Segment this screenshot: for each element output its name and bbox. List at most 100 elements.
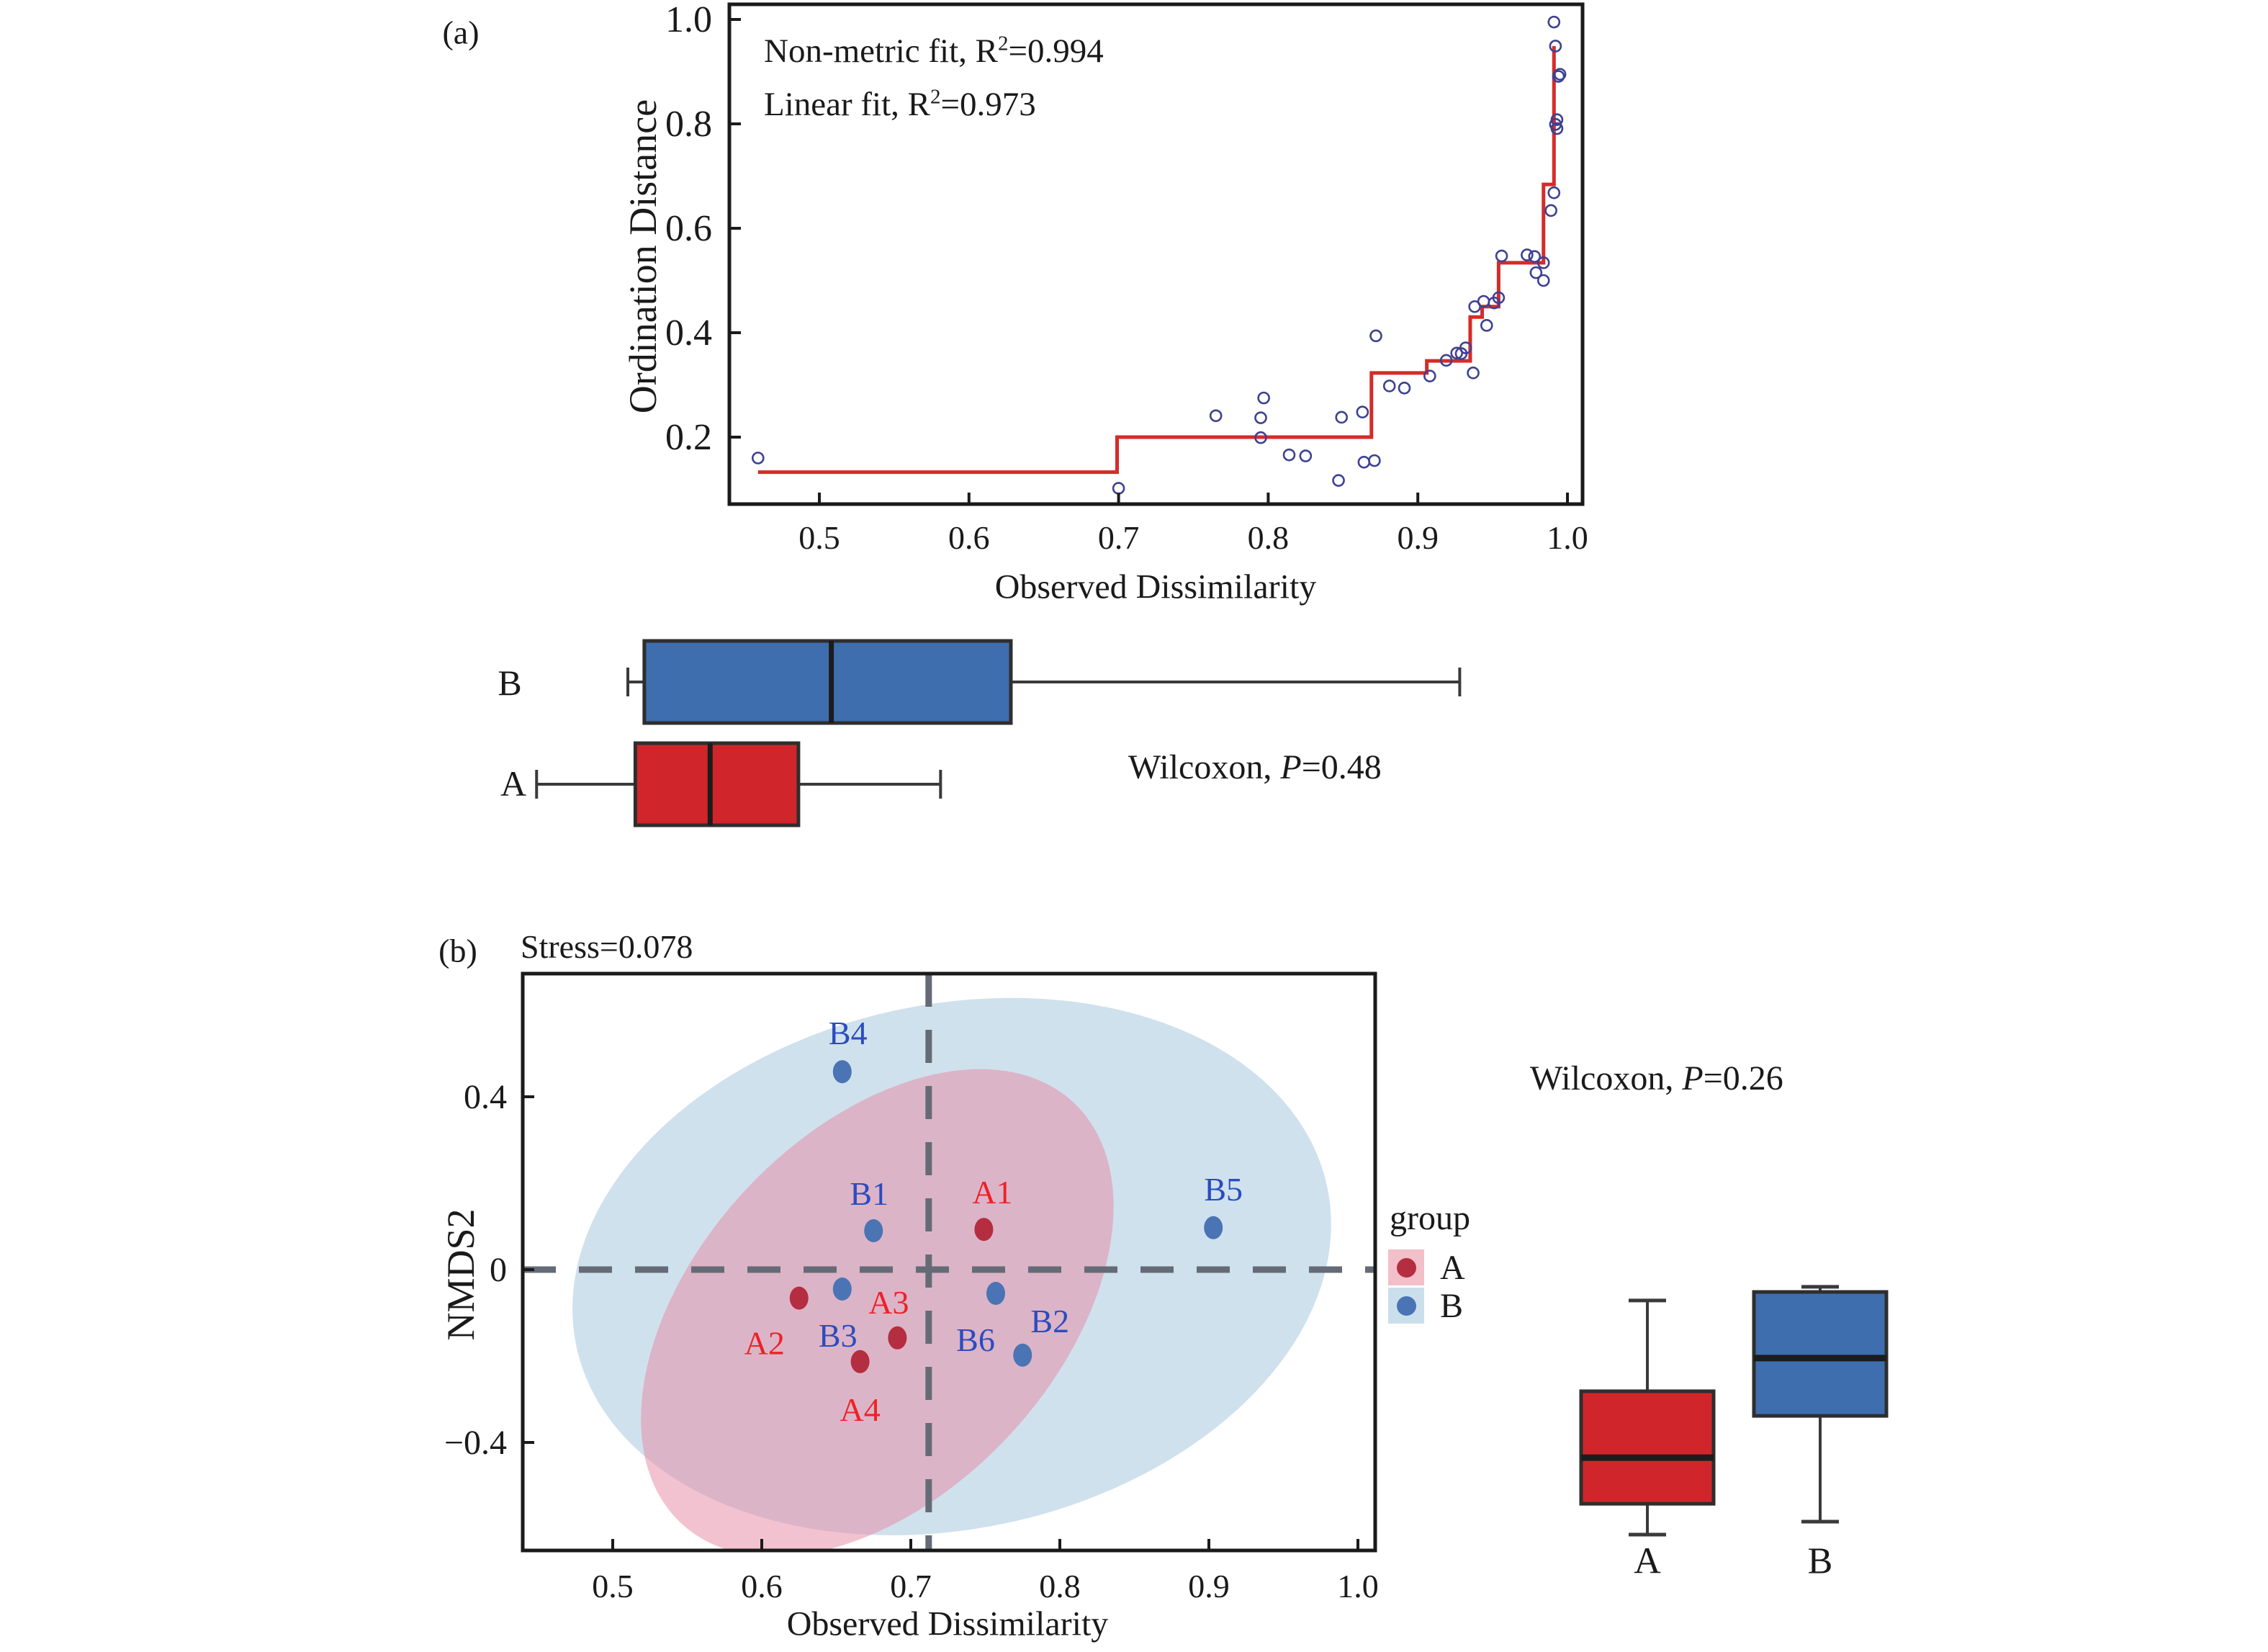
shepard-point: [1357, 455, 1371, 469]
legend-label-b: B: [1440, 1286, 1464, 1325]
shepard-point: [1439, 354, 1453, 367]
vbox-B: [1752, 1290, 1889, 1418]
linear-fit-sup: 2: [930, 85, 941, 109]
nmds-point-B5: [1204, 1216, 1223, 1239]
panel-b-x-axis-title: Observed Dissimilarity: [786, 1604, 1109, 1643]
panel-b-letter: (b): [438, 932, 477, 969]
linear-fit-value: =0.973: [940, 86, 1036, 123]
box-A: [633, 741, 801, 827]
wilcoxon-b-value: =0.26: [1703, 1059, 1783, 1097]
nmds-point-B6: [986, 1282, 1005, 1305]
legend-swatch-b: [1388, 1288, 1424, 1324]
nmds-point-label-A1: A1: [972, 1174, 1012, 1211]
shepard-point: [1369, 329, 1382, 343]
nmds-point-B2: [1013, 1343, 1032, 1367]
shepard-point: [1521, 248, 1534, 261]
vbox-A: [1579, 1389, 1716, 1506]
nmds-point-A4: [850, 1350, 870, 1373]
hbox-label-a: A: [500, 763, 527, 804]
nmds-point-A2: [789, 1286, 809, 1310]
panel-a-y-tick-label: 0.6: [665, 208, 712, 249]
nmds-point-label-A2: A2: [744, 1325, 785, 1362]
wilcoxon-a-value: =0.48: [1301, 748, 1382, 786]
shepard-point: [1553, 68, 1567, 81]
wilcoxon-a-p: P: [1280, 748, 1302, 786]
panel-b-x-tick-label: 1.0: [1337, 1568, 1379, 1604]
legend-title: group: [1390, 1199, 1470, 1237]
nmds-ellipse-layer: [572, 997, 1331, 1550]
panel-b-x-tick-label: 0.9: [1188, 1568, 1230, 1604]
shepard-point: [1467, 367, 1480, 380]
shepard-point: [1282, 448, 1296, 462]
shepard-point: [1547, 15, 1561, 29]
panel-a-x-axis-title: Observed Dissimilarity: [994, 567, 1317, 606]
vbox-label-b: B: [1807, 1540, 1833, 1582]
panel-a-x-tick-label: 1.0: [1547, 519, 1588, 556]
panel-a-border: [727, 2, 1585, 506]
panel-a-y-tick-label: 0.8: [665, 104, 712, 145]
hbox-label-b: B: [498, 663, 522, 703]
linear-fit-text: Linear fit, R: [764, 86, 931, 123]
legend-label-a: A: [1440, 1248, 1465, 1287]
legend-dot-a-icon: [1396, 1257, 1416, 1278]
panel-b-border: [521, 971, 1377, 1553]
nmds-point-label-B4: B4: [829, 1015, 868, 1051]
shepard-point: [1550, 113, 1564, 126]
wilcoxon-b-p: P: [1682, 1059, 1704, 1097]
shepard-point: [1552, 70, 1565, 83]
shepard-point: [1459, 341, 1472, 354]
nmds-point-B3: [832, 1278, 852, 1301]
nmds-point-label-A4: A4: [840, 1391, 881, 1428]
panel-b-x-tick-label: 0.7: [890, 1568, 932, 1604]
panel-a-x-tick-label: 0.8: [1248, 519, 1290, 556]
legend-entry-b: B: [1388, 1286, 1464, 1325]
legend-swatch-a: [1388, 1249, 1424, 1285]
shepard-point: [1254, 431, 1267, 444]
vbox-label-a: A: [1634, 1540, 1661, 1582]
nmds-point-label-B6: B6: [956, 1321, 995, 1358]
shepard-point: [1209, 409, 1223, 423]
nmds-point-label-A3: A3: [868, 1284, 909, 1321]
nmds-point-A1: [974, 1218, 994, 1242]
shepard-point: [1356, 405, 1369, 419]
panel-a-letter: (a): [442, 14, 480, 51]
nmds-point-A3: [888, 1326, 907, 1350]
shepard-point: [1547, 186, 1561, 199]
panel-b-y-tick-label: 0: [490, 1251, 507, 1289]
shepard-point: [1550, 122, 1564, 135]
shepard-point: [1299, 449, 1313, 462]
nonmetric-fit-text: Non-metric fit, R: [764, 32, 999, 70]
panel-b-x-tick-label: 0.5: [592, 1568, 634, 1604]
shepard-point: [1257, 391, 1270, 405]
shepard-point: [1335, 410, 1349, 424]
shepard-point: [1480, 319, 1493, 332]
shepard-point: [1536, 256, 1550, 269]
panel-a-x-tick-label: 0.7: [1098, 519, 1140, 556]
nonmetric-fit-sup: 2: [998, 32, 1009, 55]
panel-a-y-tick-label: 1.0: [665, 0, 712, 40]
panel-b-y-tick-label: 0.4: [464, 1078, 507, 1116]
nmds-point-label-B3: B3: [819, 1317, 858, 1354]
shepard-point: [1398, 382, 1411, 395]
shepard-point: [1549, 40, 1562, 53]
shepard-point: [1536, 274, 1550, 287]
shepard-step-line: [757, 45, 1556, 475]
nmds-point-label-B2: B2: [1030, 1303, 1069, 1339]
panel-a-annotation-nonmetric: Non-metric fit, R2=0.994: [764, 32, 1104, 71]
shepard-point: [1492, 291, 1506, 305]
box-B: [642, 639, 1013, 725]
shepard-point: [1495, 249, 1508, 263]
shepard-point: [1544, 204, 1557, 217]
shepard-point: [1528, 250, 1542, 263]
wilcoxon-b-prefix: Wilcoxon,: [1530, 1059, 1683, 1097]
panel-b-y-tick-label: −0.4: [444, 1424, 507, 1462]
wilcoxon-annotation-b: Wilcoxon, P=0.26: [1530, 1059, 1783, 1098]
nmds-point-B1: [864, 1219, 883, 1242]
nmds-point-label-B1: B1: [850, 1175, 888, 1212]
panel-b-y-axis-title: NMDS2: [439, 1208, 482, 1341]
wilcoxon-a-prefix: Wilcoxon,: [1128, 748, 1281, 786]
shepard-point: [1112, 482, 1125, 495]
shepard-point: [1368, 454, 1381, 467]
panel-a-x-tick-label: 0.9: [1397, 519, 1439, 556]
